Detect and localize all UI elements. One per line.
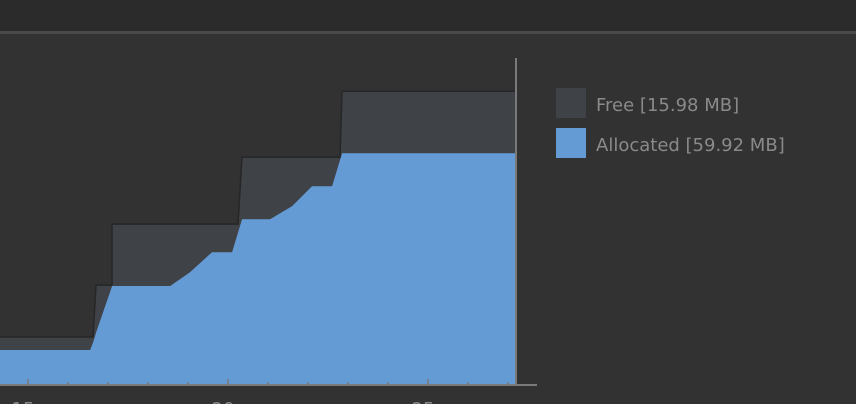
legend-label: Free [15.98 MB] (596, 95, 739, 116)
area-outline (0, 90, 516, 338)
area (0, 153, 516, 385)
legend-swatch (556, 88, 586, 118)
x-tick-label: 15 (12, 399, 35, 404)
x-tick-label: 20 (212, 399, 235, 404)
area (0, 91, 516, 351)
plot: 15 20 25 (0, 58, 537, 404)
x-tick-label: 25 (412, 399, 435, 404)
legend-swatch (556, 128, 586, 158)
legend-label: Allocated [59.92 MB] (596, 135, 785, 156)
toolbar (0, 0, 856, 31)
